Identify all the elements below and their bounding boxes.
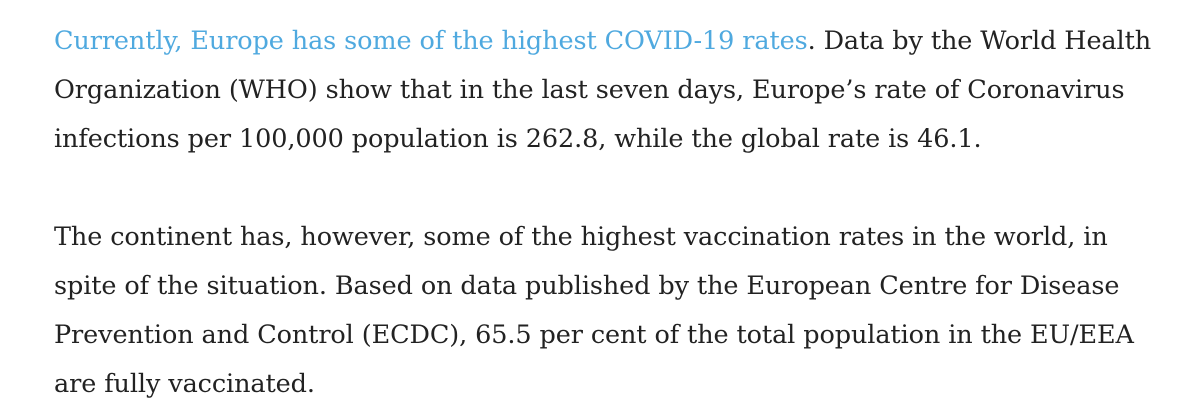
paragraph-1-text: . Data by the World Health Organization … — [54, 26, 1152, 154]
paragraph-europe-covid-rates: Currently, Europe has some of the highes… — [54, 17, 1169, 164]
covid-rates-link[interactable]: Currently, Europe has some of the highes… — [54, 26, 808, 56]
article-body: Currently, Europe has some of the highes… — [54, 17, 1169, 409]
paragraph-vaccination-rates: The continent has, however, some of the … — [54, 213, 1169, 409]
paragraph-2-text: The continent has, however, some of the … — [54, 222, 1134, 399]
